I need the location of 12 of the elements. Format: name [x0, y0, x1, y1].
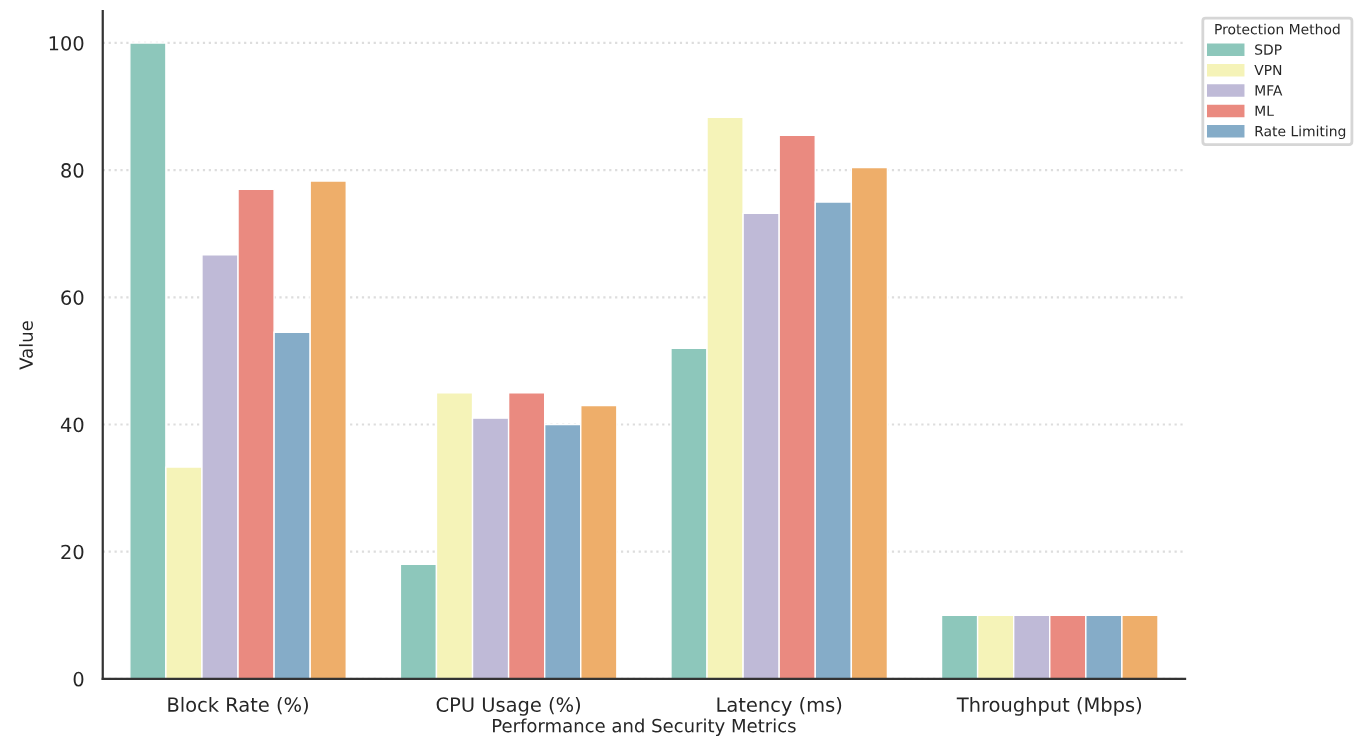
y-tick-label: 60 — [61, 290, 84, 305]
y-tick-label: 0 — [73, 671, 84, 687]
x-tick-label: Block Rate (%) — [168, 696, 308, 715]
y-tick-label: 80 — [61, 163, 84, 178]
x-axis-title: Performance and Security Metrics — [493, 718, 796, 736]
x-tick-label: Latency (ms) — [717, 696, 842, 716]
x-tick-label: Throughput (Mbps) — [956, 696, 1142, 716]
y-tick-label: 100 — [49, 35, 84, 51]
y-axis-title: Value — [18, 321, 33, 370]
x-tick-label: CPU Usage (%) — [436, 696, 581, 716]
y-tick-label: 40 — [60, 417, 84, 433]
y-tick-label: 20 — [61, 544, 84, 560]
